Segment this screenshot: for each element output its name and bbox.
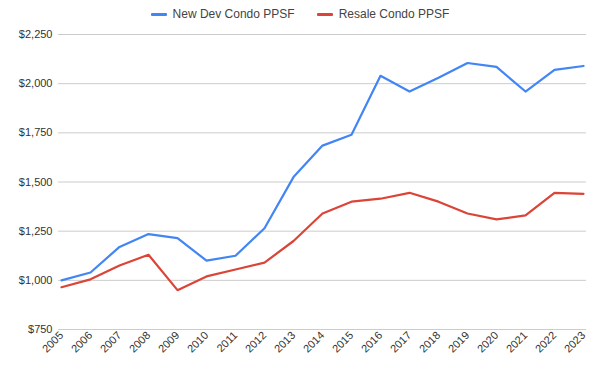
html-text:New Dev Condo PPSF: New Dev Condo PPSF [172, 7, 295, 21]
svg-text:2019: 2019 [446, 329, 472, 355]
svg-text:$1,750: $1,750 [19, 126, 53, 138]
svg-text:2015: 2015 [330, 329, 356, 355]
svg-text:2007: 2007 [98, 329, 124, 355]
svg-text:$2,250: $2,250 [19, 28, 53, 40]
svg-text:2010: 2010 [185, 329, 211, 355]
svg-text:2013: 2013 [272, 329, 298, 355]
svg-text:2009: 2009 [156, 329, 182, 355]
svg-text:2016: 2016 [359, 329, 385, 355]
svg-text:2022: 2022 [533, 329, 559, 355]
svg-text:2023: 2023 [562, 329, 588, 355]
svg-text:2021: 2021 [504, 329, 530, 355]
svg-text:$750: $750 [28, 323, 52, 335]
svg-text:$1,250: $1,250 [19, 225, 53, 237]
html-text:Resale Condo PPSF: Resale Condo PPSF [338, 7, 450, 21]
svg-text:2011: 2011 [214, 329, 239, 354]
svg-text:2017: 2017 [388, 329, 414, 355]
svg-text:2020: 2020 [475, 329, 501, 355]
svg-text:2008: 2008 [127, 329, 153, 355]
svg-text:$1,000: $1,000 [19, 274, 53, 286]
svg-text:2014: 2014 [301, 329, 327, 355]
svg-text:2005: 2005 [40, 329, 66, 355]
svg-text:$1,500: $1,500 [19, 176, 53, 188]
svg-text:2006: 2006 [69, 329, 95, 355]
svg-text:2018: 2018 [417, 329, 443, 355]
svg-text:$2,000: $2,000 [19, 77, 53, 89]
svg-text:2012: 2012 [243, 329, 269, 355]
